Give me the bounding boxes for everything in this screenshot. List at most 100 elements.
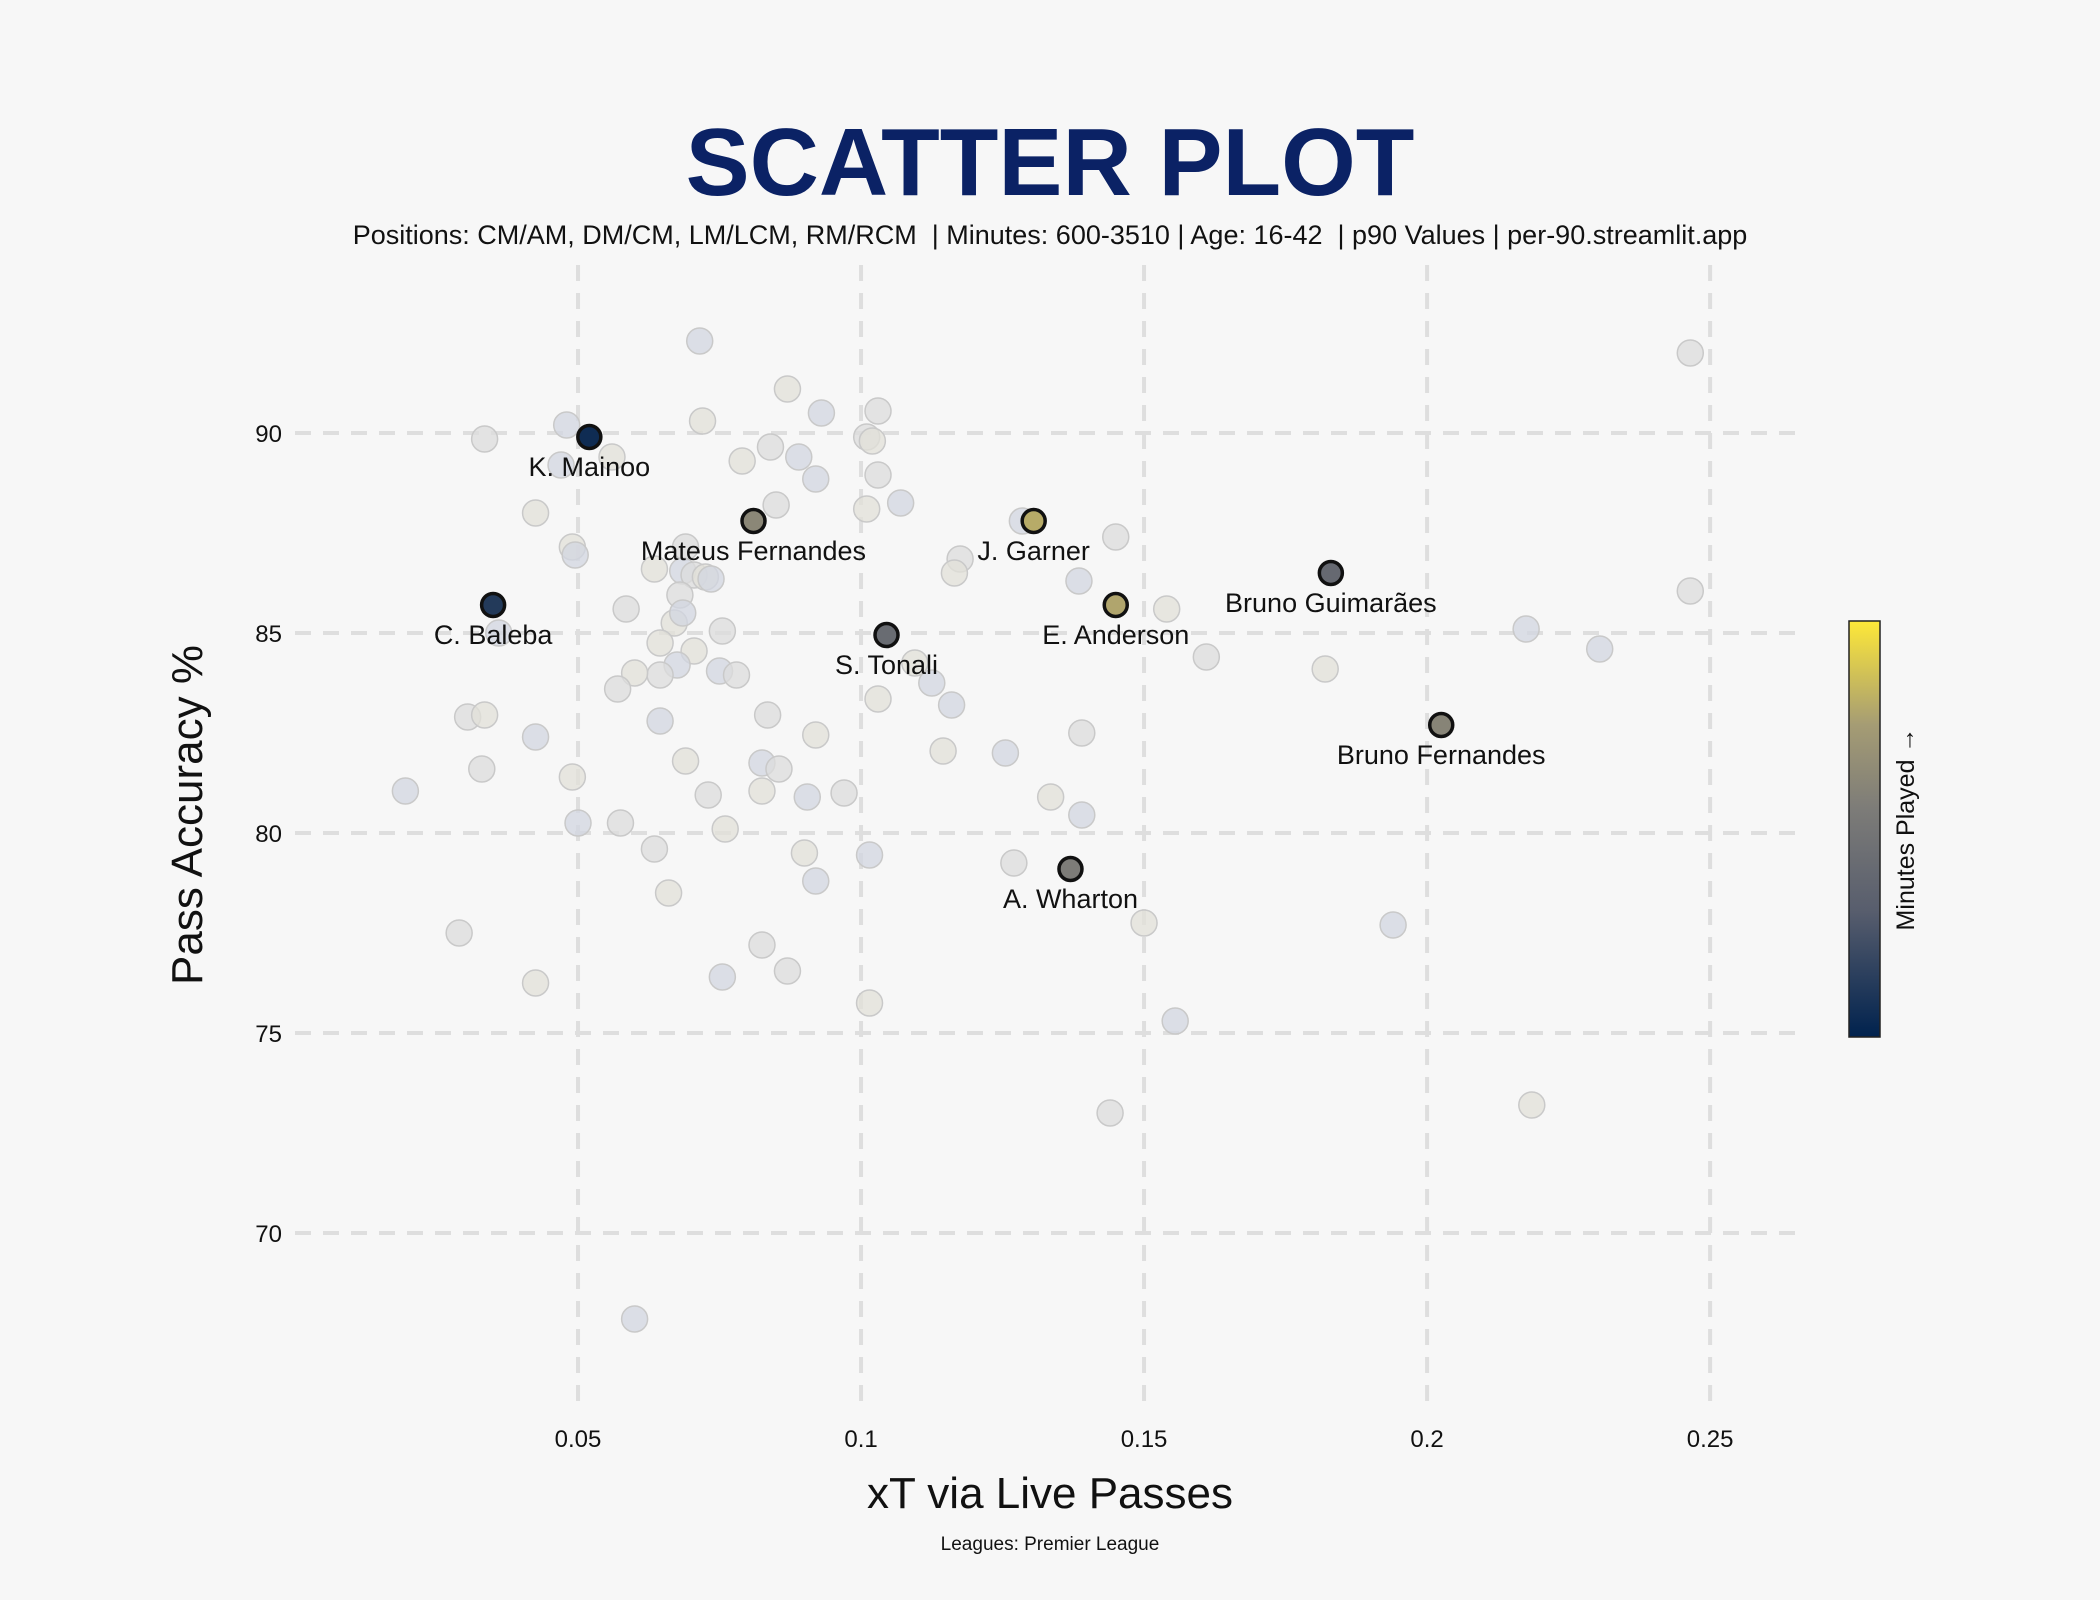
scatter-point (802, 721, 830, 749)
scatter-point (1192, 643, 1221, 671)
scatter-point (521, 969, 550, 997)
scatter-point (1676, 339, 1705, 367)
scatter-point (694, 781, 722, 809)
x-tick-label: 0.1 (844, 1426, 877, 1453)
scatter-point (762, 491, 790, 519)
point-label: K. Mainoo (529, 452, 651, 482)
point-label: Bruno Guimarães (1225, 588, 1437, 618)
scatter-point (708, 617, 737, 645)
scatter-point (558, 763, 587, 791)
scatter-point (1068, 719, 1096, 747)
scatter-point (1161, 1007, 1189, 1035)
point-label: S. Tonali (835, 650, 938, 680)
scatter-point (552, 411, 581, 439)
highlighted-point (1020, 507, 1047, 535)
scatter-point (765, 755, 793, 783)
scatter-point (864, 685, 892, 713)
scatter-point (521, 499, 550, 527)
scatter-point (640, 835, 669, 863)
scatter-point (864, 461, 892, 489)
scatter-point (1379, 911, 1407, 939)
scatter-point (748, 931, 776, 959)
y-tick-label: 85 (255, 621, 282, 648)
scatter-point (671, 747, 700, 775)
colorbar-label: Minutes Played → (1892, 728, 1920, 931)
scatter-point (654, 879, 683, 907)
x-tick-label: 0.05 (555, 1426, 602, 1453)
y-axis-ticks: 70 75 80 85 90 (255, 421, 282, 1248)
scatter-point (485, 619, 513, 647)
scatter-point (852, 495, 881, 523)
scatter-point (858, 427, 887, 455)
x-tick-label: 0.25 (1687, 1426, 1734, 1453)
highlighted-point (873, 621, 900, 649)
point-label: Bruno Fernandes (1337, 740, 1546, 770)
scatter-point (598, 443, 626, 471)
point-label: E. Anderson (1042, 620, 1189, 650)
background-points (391, 327, 1705, 1333)
scatter-point (603, 675, 632, 703)
scatter-point (1036, 783, 1065, 811)
highlighted-point (1427, 711, 1455, 739)
scatter-point (564, 809, 592, 837)
scatter-point (1102, 523, 1130, 551)
point-label: C. Baleba (434, 620, 554, 650)
scatter-point (646, 629, 674, 657)
x-tick-label: 0.15 (1121, 1426, 1168, 1453)
scatter-point (620, 659, 649, 687)
y-tick-label: 70 (255, 1221, 282, 1248)
highlighted-point (1057, 855, 1084, 883)
scatter-point (855, 989, 884, 1017)
scatter-point (773, 957, 802, 985)
point-label: J. Garner (977, 536, 1090, 566)
highlighted-point (1102, 591, 1130, 619)
scatter-point (1000, 849, 1028, 877)
highlighted-points: K. Mainoo C. Baleba Mateus Fernandes J. Gar… (434, 423, 1546, 914)
scatter-point (668, 599, 697, 627)
scatter-point (688, 407, 717, 435)
y-tick-label: 75 (255, 1021, 282, 1048)
scatter-point (901, 649, 929, 677)
scatter-point (940, 559, 969, 587)
scatter-point (793, 783, 822, 811)
scatter-point (470, 701, 499, 729)
footnote: Leagues: Premier League (941, 1534, 1160, 1555)
scatter-point (1130, 909, 1158, 937)
scatter-point (1512, 615, 1540, 643)
scatter-point (918, 669, 946, 697)
scatter-point (640, 555, 669, 583)
scatter-point (855, 841, 884, 869)
scatter-point (1096, 1099, 1124, 1127)
x-axis-ticks: 0.05 0.1 0.15 0.2 0.25 (555, 1426, 1734, 1453)
scatter-point (561, 541, 589, 569)
highlighted-point (740, 507, 767, 535)
grid-lines (295, 265, 1795, 1405)
scatter-point (830, 779, 858, 807)
scatter-point (886, 489, 915, 517)
scatter-point (711, 815, 739, 843)
scatter-point (773, 375, 802, 403)
scatter-point (1585, 635, 1614, 663)
scatter-point (521, 723, 550, 751)
scatter-point (612, 595, 640, 623)
scatter-point (1311, 655, 1339, 683)
x-tick-label: 0.2 (1410, 1426, 1443, 1453)
highlighted-point (1317, 559, 1345, 587)
scatter-point (685, 327, 714, 355)
scatter-point (646, 661, 674, 689)
scatter-point (802, 465, 830, 493)
scatter-point (807, 399, 836, 427)
scatter-point (646, 707, 674, 735)
scatter-point (785, 443, 813, 471)
scatter-point (445, 919, 473, 947)
scatter-point (991, 739, 1020, 767)
scatter-point (1152, 595, 1181, 623)
point-label: A. Wharton (1003, 884, 1138, 914)
scatter-point (547, 451, 575, 479)
scatter-point (470, 425, 499, 453)
scatter-point (929, 737, 957, 765)
x-axis-label: xT via Live Passes (867, 1469, 1233, 1518)
highlighted-point (479, 591, 507, 619)
colorbar: Minutes Played → (1848, 620, 1920, 1038)
